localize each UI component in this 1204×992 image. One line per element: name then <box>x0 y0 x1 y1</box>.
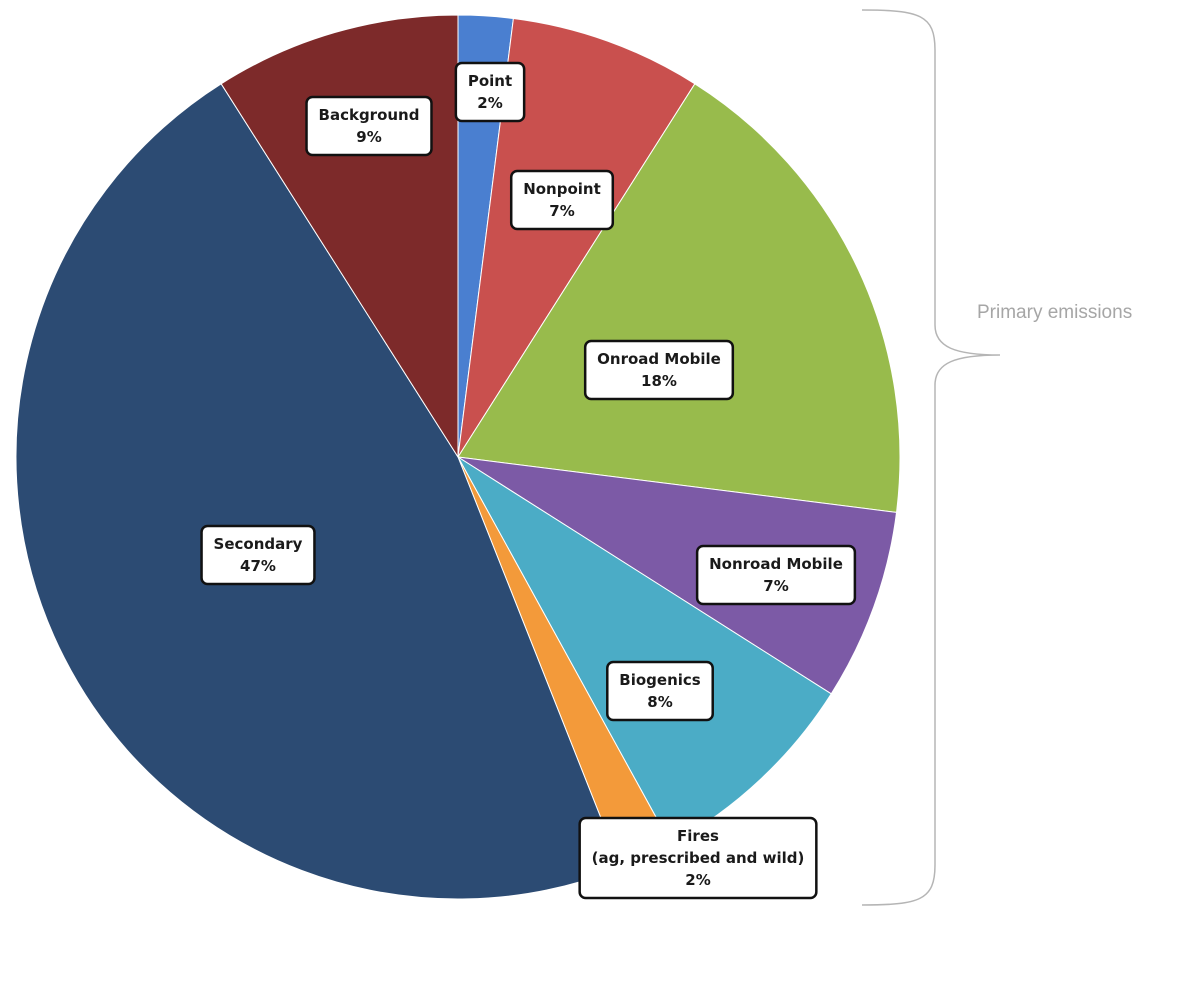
pie-slice-onroad-mobile <box>457 83 901 513</box>
slice-percent: 2% <box>685 871 710 889</box>
slice-label-point: Point 2% <box>454 61 526 123</box>
slice-name: Onroad Mobile <box>597 350 721 368</box>
slice-percent: 47% <box>240 557 276 575</box>
slice-label-biogenics: Biogenics 8% <box>606 660 714 722</box>
slice-label-secondary: Secondary 47% <box>200 524 316 586</box>
label-box <box>695 544 857 606</box>
label-box <box>606 660 714 722</box>
pie-slices <box>15 14 901 900</box>
slice-percent: 18% <box>641 372 677 390</box>
slice-percent: 7% <box>763 577 788 595</box>
label-box <box>305 95 433 157</box>
slice-label-fires: Fires (ag, prescribed and wild) 2% <box>578 816 818 900</box>
slice-percent: 9% <box>356 128 381 146</box>
slice-name: Fires <box>677 827 719 845</box>
slice-name: Secondary <box>214 535 303 553</box>
label-box <box>583 339 735 401</box>
slice-name: Background <box>319 106 420 124</box>
primary-emissions-brace: Primary emissions <box>861 9 1132 906</box>
slice-name: Nonroad Mobile <box>709 555 843 573</box>
slice-labels: Point 2% Nonpoint 7% Onroad Mobile 18% Nonroad… <box>200 61 857 900</box>
slice-name: Nonpoint <box>523 180 601 198</box>
slice-label-onroad-mobile: Onroad Mobile 18% <box>583 339 735 401</box>
slice-label-nonpoint: Nonpoint 7% <box>509 169 615 231</box>
pie-slice-nonroad-mobile <box>457 456 898 695</box>
pie-slice-secondary <box>15 83 622 900</box>
slice-name: (ag, prescribed and wild) <box>592 849 805 867</box>
slice-label-background: Background 9% <box>305 95 433 157</box>
slice-label-nonroad-mobile: Nonroad Mobile 7% <box>695 544 857 606</box>
brace-annotation: Primary emissions <box>977 302 1132 323</box>
label-box <box>454 61 526 123</box>
slice-percent: 2% <box>477 94 502 112</box>
label-box <box>578 816 818 900</box>
label-box <box>509 169 615 231</box>
slice-name: Point <box>468 72 512 90</box>
brace-shape <box>861 9 1001 906</box>
pie-slice-nonpoint <box>457 17 696 458</box>
slice-percent: 7% <box>549 202 574 220</box>
slice-name: Biogenics <box>619 671 701 689</box>
slice-percent: 8% <box>647 693 672 711</box>
label-box <box>200 524 316 586</box>
